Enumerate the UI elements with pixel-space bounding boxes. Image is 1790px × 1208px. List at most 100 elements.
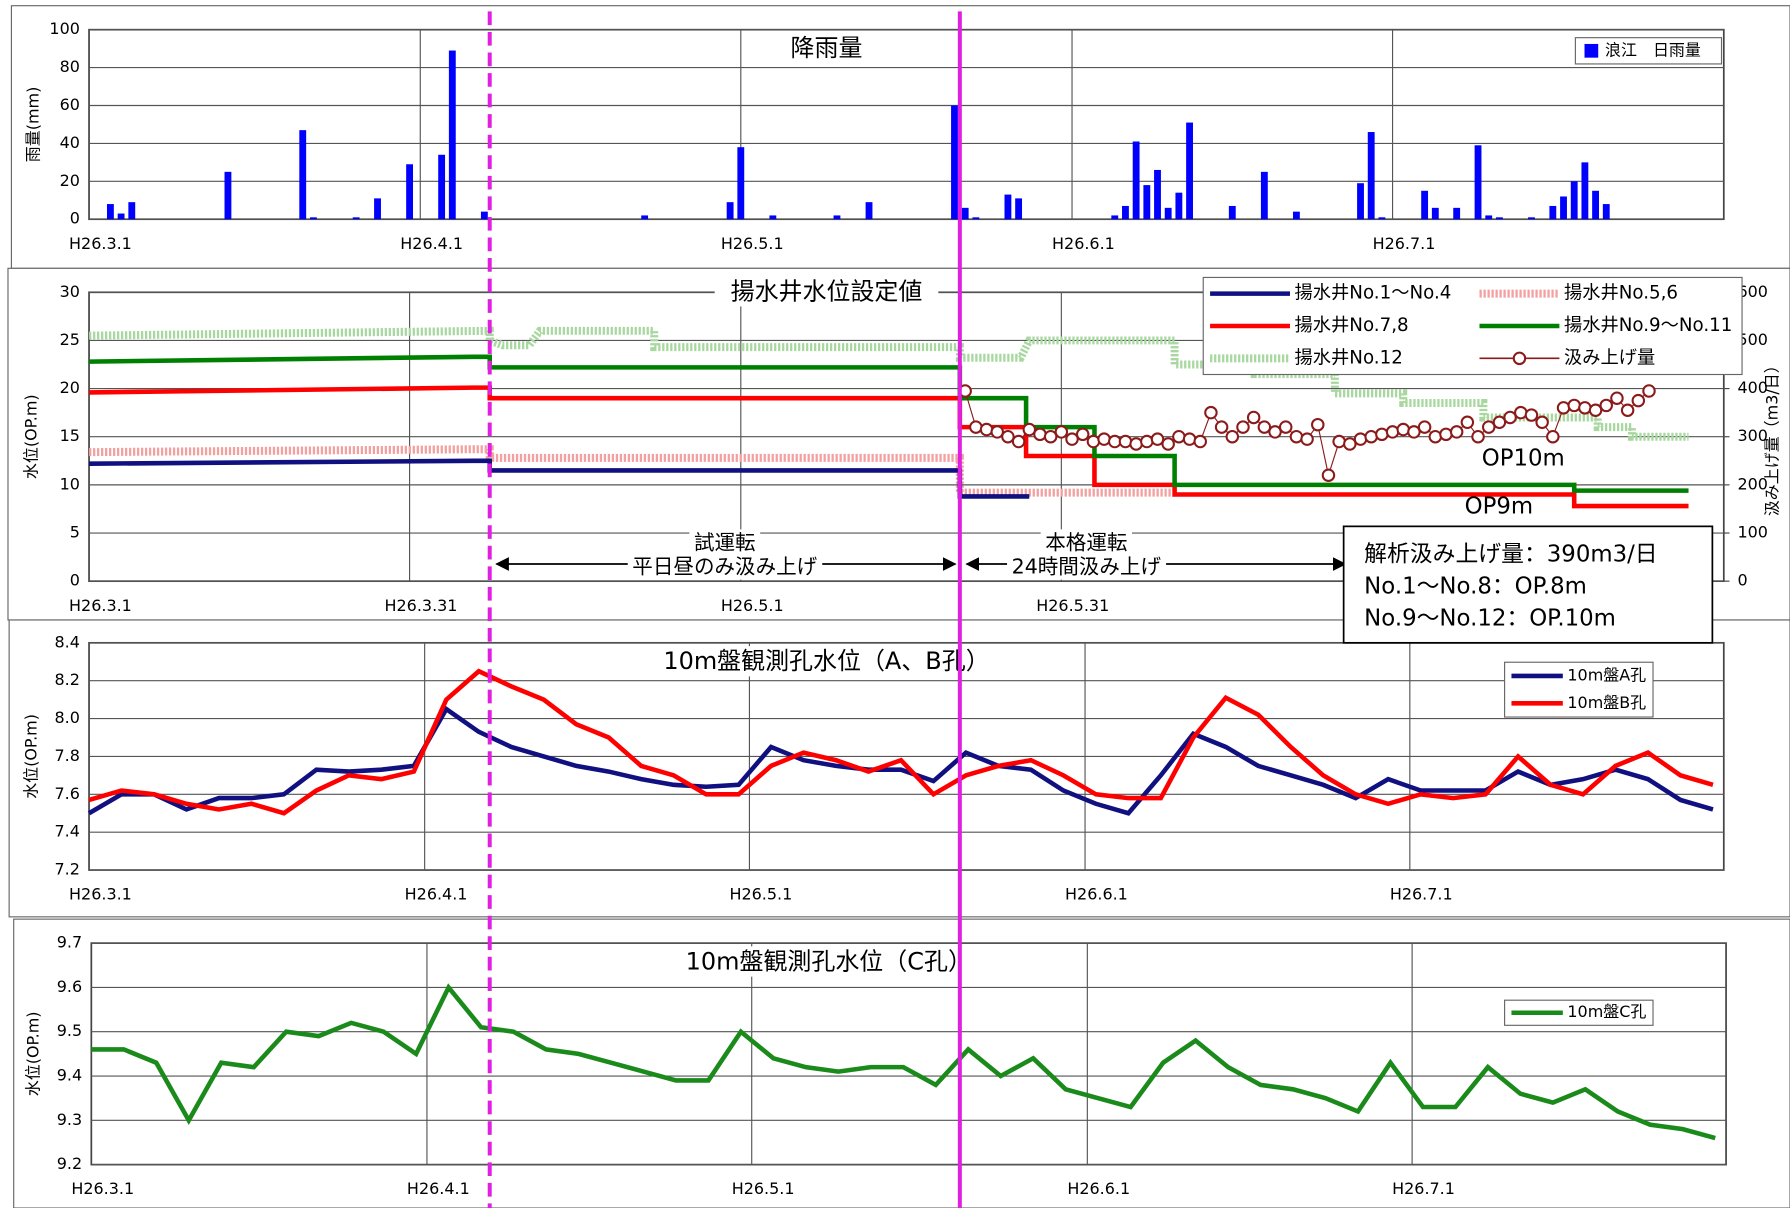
y2-tick-label: 500 [1737,330,1767,349]
bar [299,130,307,220]
y2-tick-label: 400 [1737,378,1767,397]
data-point [1588,403,1603,417]
phase-note: 平日昼のみ汲み上げ [632,554,817,578]
x-tick-label: H26.4.1 [400,234,463,253]
data-point [1011,434,1026,449]
chart-title: 降雨量 [791,34,863,62]
annotation: OP9m [1465,493,1533,519]
note-box [1342,525,1714,644]
label-backdrop [1040,529,1133,556]
x-tick-label: H26.5.1 [732,1179,795,1198]
data-point [1033,427,1047,442]
phase-note: 24時間汲み上げ [1012,554,1162,578]
y2-tick-label: 300 [1737,426,1767,445]
x-tick-label: H26.3.1 [69,234,132,253]
data-point [1599,398,1613,413]
data-point [1375,427,1389,442]
bar [1592,190,1599,220]
data-point [1236,420,1250,434]
data-point [1578,401,1592,415]
data-point [1204,405,1218,420]
note-line: No.1～No.8：OP.8m [1364,573,1587,599]
y-tick-label: 9.6 [57,977,82,996]
bar [1292,211,1300,220]
data-point [1311,417,1325,432]
y-tick-label: 40 [60,133,80,152]
data-point [1364,429,1378,444]
legend-label: 揚水井No.5,6 [1564,283,1678,304]
y-tick-label: 15 [60,426,80,445]
label-backdrop [774,32,879,64]
data-point [1449,425,1464,439]
data-point [1065,432,1079,446]
x-tick-label: H26.5.1 [729,885,792,904]
bar [1602,204,1610,220]
bar [1260,171,1268,220]
data-point [1460,415,1475,430]
x-tick-label: H26.3.1 [69,596,132,615]
y-tick-label: 7.6 [55,784,80,803]
bar [1560,196,1567,220]
data-point [1428,429,1443,444]
label-backdrop [714,276,939,307]
bar [1421,190,1429,220]
data-point [969,420,983,434]
data-point [979,422,994,437]
x-tick-label: H26.3.1 [69,885,132,904]
x-tick-label: H26.6.1 [1065,885,1128,904]
bar [833,215,841,220]
data-point [1620,403,1635,417]
y-tick-label: 10 [60,474,80,493]
bar [1453,207,1461,220]
bar [374,198,381,220]
bar [1528,217,1535,220]
data-point [1278,420,1293,434]
bar [1122,205,1129,220]
label-backdrop [1007,553,1167,580]
y-tick-label: 100 [49,19,79,38]
chart-title: 揚水井水位設定値 [731,277,923,305]
bar [951,105,958,220]
y-tick-label: 8.4 [55,632,80,651]
y-tick-label: 7.2 [55,860,80,879]
data-point [1353,432,1368,446]
y2-tick-label: 200 [1737,474,1767,493]
bar [1154,169,1161,220]
x-tick-label: H26.7.1 [1392,1179,1455,1198]
data-point [1556,401,1571,415]
bar [1132,141,1140,220]
label-backdrop [689,529,761,556]
bar [1164,207,1172,220]
series-line [87,705,1714,816]
legend-box [1574,37,1723,65]
y-tick-label: 80 [60,57,80,76]
y-tick-label: 8.2 [55,670,80,689]
bar [1111,215,1119,220]
bar [1474,145,1482,220]
bar [128,202,136,220]
data-point [1471,429,1485,444]
y-tick-label: 8.0 [55,708,80,727]
bar [1186,122,1193,220]
bar [865,202,873,220]
data-point [1097,432,1111,446]
y2-tick-label: 0 [1737,571,1747,590]
y-axis-label: 水位(OP.m) [21,714,40,799]
data-point [1396,422,1410,437]
x-tick-label: H26.7.1 [1373,234,1436,253]
legend-label: 揚水井No.7,8 [1295,315,1409,336]
label-backdrop [647,646,1006,677]
data-point [1118,434,1133,449]
x-tick-label: H26.6.1 [1067,1179,1130,1198]
bar [448,50,456,220]
bar [1015,198,1023,220]
note-line: 解析汲み上げ量：390m3/日 [1364,541,1657,567]
data-point [1043,429,1058,444]
data-point [1503,410,1517,425]
chart-title: 10m盤観測孔水位（A、B孔） [663,647,989,675]
series-line [91,983,1716,1141]
data-point [1182,432,1197,446]
series-line [88,668,1714,816]
data-point [1642,384,1656,398]
y2-tick-label: 600 [1737,282,1767,301]
